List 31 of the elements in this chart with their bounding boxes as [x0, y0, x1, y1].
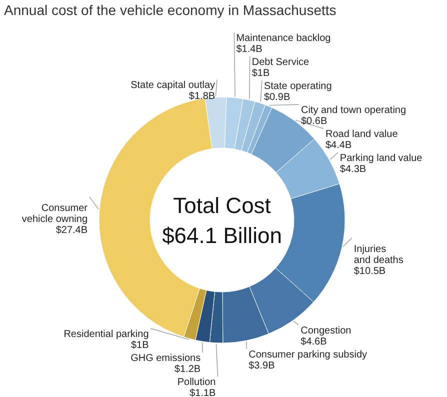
slice-label: Maintenance backlog — [236, 33, 331, 44]
slice-label: Consumer parking subsidy — [248, 349, 368, 360]
data-label: $1.2B — [174, 364, 201, 375]
slice-label: City and town operating — [300, 105, 406, 116]
slice-label: Residential parking — [64, 329, 149, 340]
data-label: $0.9B — [264, 92, 290, 103]
data-label: $4.4B — [325, 140, 352, 151]
data-label: $1B — [130, 340, 150, 351]
slice-label: Road land value — [325, 129, 398, 140]
slice-label: Parking land value — [340, 153, 423, 164]
data-label: $1.8B — [188, 91, 216, 102]
slice-label: Injuries and deaths — [354, 244, 404, 266]
slice-label: Pollution — [177, 377, 216, 388]
text: Total Cost — [173, 193, 271, 218]
chart-title: Annual cost of the vehicle economy in Massachusetts — [4, 2, 336, 18]
slice-label: State operating — [264, 81, 332, 92]
data-label: $0.6B — [300, 116, 328, 127]
slice-label: GHG emissions — [130, 353, 201, 364]
slice-label: Congestion — [300, 325, 352, 336]
data-label: $4.3B — [340, 164, 366, 175]
slice-label: State capital outlay — [130, 80, 216, 92]
data-label: $3.9B — [248, 360, 276, 372]
data-label: $4.6B — [300, 336, 328, 348]
data-label: $10.5B — [354, 266, 386, 277]
data-label: $1.1B — [190, 388, 216, 397]
text: $64.1 Billion — [162, 223, 282, 248]
data-label: $27.4B — [56, 225, 88, 236]
slice-label: Debt Service — [252, 57, 310, 68]
data-label: $1.4B — [236, 44, 263, 55]
slice-label: Consumer vehicle owning — [22, 203, 88, 226]
data-label: $1B — [252, 68, 270, 79]
